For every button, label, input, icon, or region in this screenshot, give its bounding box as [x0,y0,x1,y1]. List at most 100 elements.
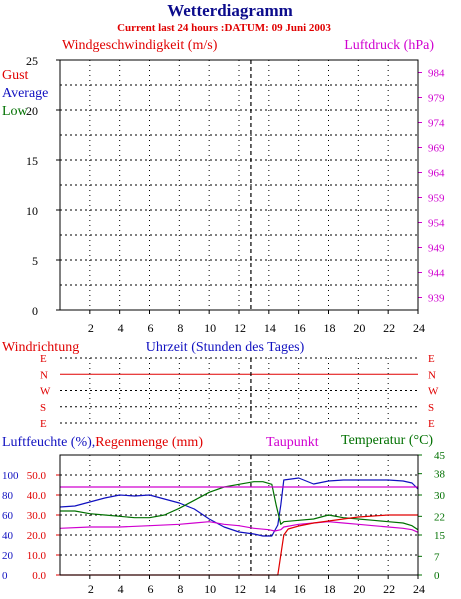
direction-tick-left: E [40,353,47,365]
humidity-series [59,477,419,576]
wind-direction-panel: Windrichtung Uhrzeit (Stunden des Tages)… [2,340,439,430]
humidity-x-tick-label: 20 [353,582,365,596]
humidity-tick-label: 60 [2,510,14,522]
pressure-tick-label: 944 [428,268,445,280]
rain-tick-label: 20.0 [27,530,47,542]
pressure-tick-label: 969 [428,143,445,155]
pressure-ticks: 939 944 949 954 959 964 969 974 979 984 [418,68,445,305]
dewpoint-label: Taupunkt [266,435,319,450]
humidity-x-ticks: 2 4 6 8 10 12 14 16 18 20 22 24 [88,575,425,596]
humidity-label: Luftfeuchte (%), [2,435,95,450]
wind-x-tick-label: 6 [148,321,154,335]
dewpoint-line [59,521,419,533]
wind-x-tick-label: 10 [204,321,216,335]
pressure-label: Luftdruck (hPa) [344,38,434,53]
temperature-tick-label: 38 [434,469,446,481]
wind-x-tick-label: 24 [413,321,425,335]
rain-tick-label: 50.0 [27,470,47,482]
wind-panel: Windgeschwindigkeit (m/s) Luftdruck (hPa… [2,38,445,335]
humidity-grid [60,455,418,575]
humidity-plot-frame [59,454,419,576]
time-axis-label: Uhrzeit (Stunden des Tages) [146,340,305,355]
pressure-tick-label: 954 [428,218,445,230]
wind-y-ticks: 0 5 10 15 20 25 [26,54,60,318]
temperature-tick-label: 7 [434,551,440,563]
wind-plot-frame [59,59,419,311]
pressure-tick-label: 949 [428,243,445,255]
legend-average: Average [2,86,48,101]
humidity-tick-label: 100 [2,470,19,482]
direction-tick-right: E [428,418,435,430]
wind-y-tick-label: 15 [26,154,38,168]
rain-line [60,514,418,576]
pressure-tick-label: 979 [428,93,445,105]
rain-label: Regenmenge (mm) [95,435,203,450]
wind-y-tick-label: 0 [32,304,38,318]
rain-tick-label: 30.0 [27,510,47,522]
pressure-tick-label: 959 [428,193,445,205]
humidity-tick-label: 80 [2,490,14,502]
wind-x-tick-label: 18 [324,321,336,335]
legend-gust: Gust [2,68,29,83]
temperature-tick-label: 22 [434,511,445,523]
temperature-label: Temperatur ( [341,433,414,448]
temperature-line [60,481,419,531]
temperature-tick-label: 30 [434,490,446,502]
wind-direction-label: Windrichtung [2,340,79,355]
wind-grid [60,60,418,310]
wind-x-tick-label: 12 [234,321,246,335]
wind-x-tick-label: 14 [264,321,276,335]
direction-tick-left: S [40,402,46,414]
wind-y-tick-label: 20 [26,104,38,118]
humidity-x-tick-label: 8 [177,582,183,596]
direction-tick-right: S [428,402,434,414]
direction-grid [60,357,418,424]
wind-y-tick-label: 25 [26,54,38,68]
humidity-panel: Luftfeuchte (%),Regenmenge (mm) Taupunkt… [2,433,446,596]
humidity-x-tick-label: 4 [118,582,124,596]
wind-x-tick-label: 4 [118,321,124,335]
humidity-x-tick-label: 16 [294,582,306,596]
direction-tick-left: N [40,369,48,381]
wind-x-tick-label: 8 [177,321,183,335]
temperature-title: Temperatur (°C) [341,433,433,448]
rain-tick-label: 0.0 [32,570,46,582]
direction-tick-left: W [40,386,51,398]
direction-ticks: E EN NW WS SE E [40,353,439,430]
wind-x-tick-label: 16 [294,321,306,335]
temperature-unit: °C) [413,433,433,448]
temperature-tick-label: 0 [434,570,440,582]
wind-y-tick-label: 5 [32,254,38,268]
direction-tick-left: E [40,418,47,430]
humidity-x-tick-label: 22 [383,582,395,596]
wind-x-ticks: 2 4 6 8 10 12 14 16 18 20 22 24 [88,310,425,335]
humidity-tick-label: 40 [2,530,14,542]
humidity-ticks: 0 20 40 60 80 100 0.0 10.0 20.0 30.0 40.0 50.0 0 7 15 2… [2,450,446,582]
humidity-x-tick-label: 12 [234,582,246,596]
chart-title: Wetterdiagramm [167,1,293,20]
pressure-tick-label: 964 [428,168,445,180]
wind-x-tick-label: 22 [383,321,395,335]
humidity-x-tick-label: 6 [148,582,154,596]
humidity-x-tick-label: 14 [264,582,276,596]
pressure-tick-label: 939 [428,293,445,305]
wind-y-tick-label: 10 [26,204,38,218]
humidity-x-tick-label: 24 [413,582,425,596]
rain-tick-label: 10.0 [27,550,47,562]
humidity-tick-label: 20 [2,550,14,562]
wind-x-tick-label: 2 [88,321,94,335]
legend-low: Low [2,104,29,119]
direction-tick-right: N [428,369,436,381]
humidity-rain-title: Luftfeuchte (%),Regenmenge (mm) [2,435,203,450]
pressure-tick-label: 984 [428,68,445,80]
humidity-x-tick-label: 2 [88,582,94,596]
direction-tick-right: W [428,386,439,398]
wind-speed-label: Windgeschwindigkeit (m/s) [62,38,218,53]
humidity-x-tick-label: 18 [324,582,336,596]
humidity-tick-label: 0 [2,570,8,582]
humidity-line [59,477,419,537]
rain-tick-label: 40.0 [27,490,47,502]
pressure-tick-label: 974 [428,118,445,130]
temperature-tick-label: 45 [434,450,446,462]
